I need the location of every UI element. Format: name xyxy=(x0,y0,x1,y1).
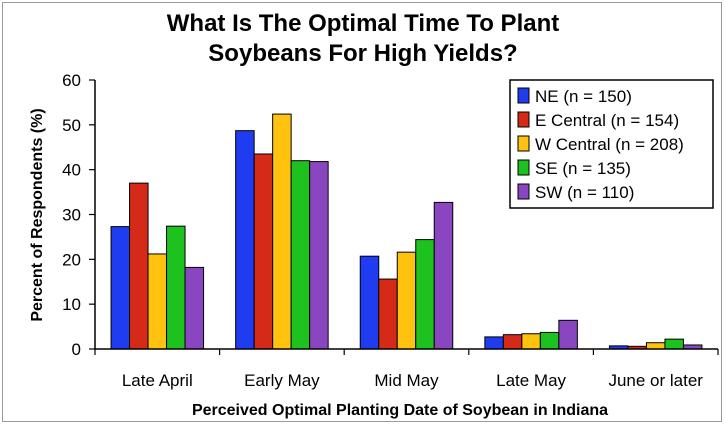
y-axis-ticks: 0 10 20 30 40 50 60 xyxy=(62,71,95,359)
legend-label: E Central (n = 154) xyxy=(535,111,679,130)
y-tick-label: 30 xyxy=(62,206,81,225)
bar-1-0 xyxy=(235,130,255,350)
legend: NE (n = 150) E Central (n = 154) W Central… xyxy=(509,79,714,209)
x-tick-label: Late April xyxy=(122,371,193,390)
y-tick-label: 0 xyxy=(72,340,81,359)
x-axis-label: Perceived Optimal Planting Date of Soybe… xyxy=(192,402,608,419)
bar-0-0 xyxy=(110,226,131,350)
bar-1-4 xyxy=(309,161,329,350)
bar-2-4 xyxy=(433,201,454,350)
x-axis-ticks: Late April Early May Mid May Late May June o… xyxy=(94,349,719,390)
y-tick-label: 20 xyxy=(62,250,81,269)
bar-1-3 xyxy=(290,160,311,350)
legend-swatch xyxy=(517,87,530,104)
bar-0-1 xyxy=(129,182,149,350)
bar-4-3 xyxy=(664,338,684,350)
legend-label: NE (n = 150) xyxy=(535,87,632,106)
bar-2-0 xyxy=(359,255,380,350)
bar-2-2 xyxy=(396,251,417,350)
chart-title-line-2: Soybeans For High Yields? xyxy=(208,40,517,67)
y-tick-label: 60 xyxy=(62,71,81,90)
x-tick-label: Late May xyxy=(496,371,566,390)
bar-3-0 xyxy=(484,336,504,350)
chart-frame xyxy=(2,2,722,422)
y-tick-label: 50 xyxy=(62,116,81,135)
legend-swatch xyxy=(517,183,530,200)
bar-2-3 xyxy=(415,239,435,350)
bar-4-2 xyxy=(645,342,666,350)
x-tick-label: Early May xyxy=(244,371,320,390)
legend-label: SW (n = 110) xyxy=(535,183,634,202)
bar-3-4 xyxy=(558,319,578,350)
bar-3-2 xyxy=(521,333,541,350)
y-tick-label: 40 xyxy=(62,161,81,180)
legend-label: W Central (n = 208) xyxy=(535,135,684,154)
bar-2-1 xyxy=(378,278,398,350)
x-tick-label: June or later xyxy=(608,371,703,390)
legend-box xyxy=(509,79,714,209)
legend-label: SE (n = 135) xyxy=(535,159,631,178)
x-tick-label: Mid May xyxy=(374,371,439,390)
bar-0-2 xyxy=(147,253,168,350)
bars-group xyxy=(110,113,703,350)
axes xyxy=(94,80,718,350)
y-axis-label: Percent of Respondents (%) xyxy=(29,108,46,321)
bar-0-4 xyxy=(184,266,205,350)
legend-swatch xyxy=(517,111,530,128)
bar-1-1 xyxy=(253,153,274,350)
y-tick-label: 10 xyxy=(62,295,81,314)
bar-0-3 xyxy=(166,225,186,350)
bar-1-2 xyxy=(272,113,292,350)
legend-swatch xyxy=(517,159,530,176)
bar-3-3 xyxy=(539,331,560,350)
chart-title-line-1: What Is The Optimal Time To Plant xyxy=(167,10,559,37)
legend-swatch xyxy=(517,135,530,152)
bar-3-1 xyxy=(502,334,523,350)
